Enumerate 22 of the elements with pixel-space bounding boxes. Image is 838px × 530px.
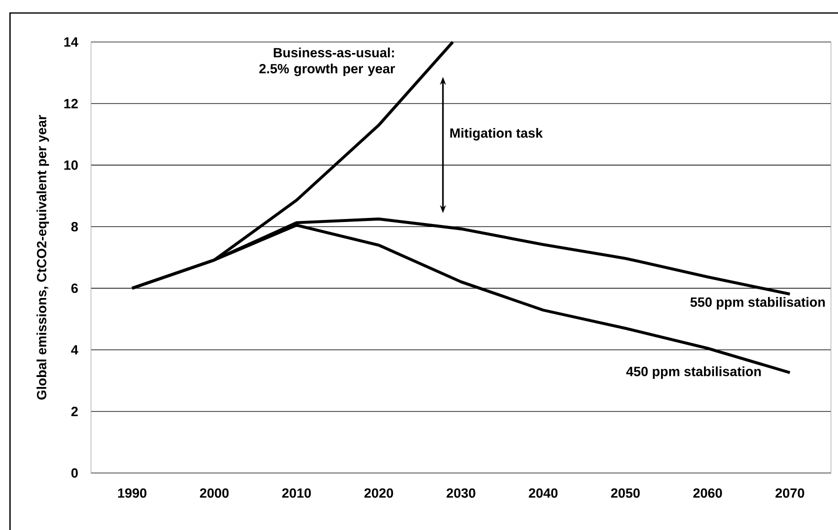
x-tick-label: 2040 <box>528 488 558 498</box>
series-label: Business-as-usual: 2.5% growth per year <box>259 48 395 76</box>
y-tick-label: 6 <box>71 284 78 293</box>
y-tick-label: 8 <box>71 222 78 232</box>
x-tick-label: 2000 <box>200 488 229 498</box>
x-tick-label: 2050 <box>611 488 640 498</box>
x-tick-label: 2010 <box>282 488 311 498</box>
y-tick-label: 14 <box>64 37 78 47</box>
x-tick-label: 2060 <box>693 488 722 498</box>
x-tick-label: 1990 <box>118 488 146 498</box>
y-tick-label: 0 <box>71 468 78 478</box>
annotation: Mitigation task <box>450 128 543 140</box>
y-tick-label: 4 <box>71 345 78 354</box>
series-label: 550 ppm stabilisation <box>690 297 825 310</box>
y-tick-label: 2 <box>71 406 78 416</box>
series-label: 450 ppm stabilisation <box>626 366 761 379</box>
x-tick-label: 2030 <box>446 488 476 498</box>
y-tick-label: 12 <box>64 98 78 108</box>
x-tick-label: 2020 <box>364 488 394 498</box>
y-tick-label: 10 <box>64 160 78 170</box>
y-axis-title: Global emissions, CtCO2-equivalent per year <box>36 115 49 400</box>
x-tick-label: 2070 <box>776 488 804 498</box>
